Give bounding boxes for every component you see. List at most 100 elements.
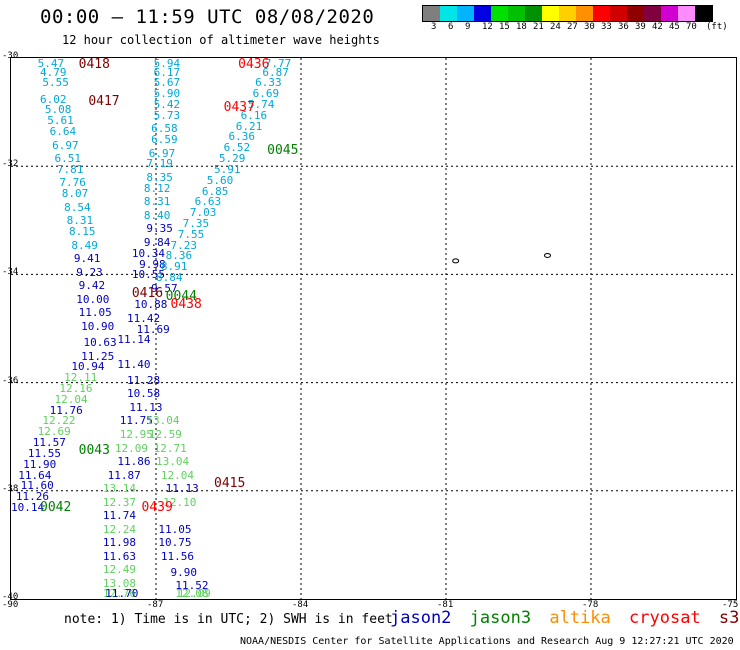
longitude-label: -84: [292, 600, 309, 610]
wave-height-value: 11.75: [119, 414, 153, 428]
wave-height-value: 11.76: [49, 403, 83, 417]
wave-height-value: 11.64: [18, 468, 52, 482]
color-scale-label: 36: [618, 22, 629, 32]
wave-height-value: 11.13: [129, 400, 163, 414]
wave-height-value: 11.87: [107, 468, 141, 482]
wave-height-value: 8.31: [66, 214, 94, 228]
color-swatch: [627, 6, 644, 21]
wave-height-value: 12.11: [64, 371, 98, 385]
wave-height-value: 5.47: [37, 57, 65, 70]
wave-height-value: 10.14: [11, 501, 45, 515]
latitude-label: -34: [2, 267, 19, 278]
wave-height-value: 6.85: [201, 184, 229, 198]
latitude-label: -36: [2, 375, 19, 386]
wave-height-value: 13.04: [156, 455, 190, 469]
wave-height-value: 5.67: [153, 76, 181, 90]
wave-height-value: 10.55: [131, 268, 165, 282]
wave-height-value: 8.54: [64, 200, 91, 214]
wave-height-value: 6.36: [228, 130, 256, 144]
wave-height-value: 5.61: [47, 114, 74, 128]
units-note: note: 1) Time is in UTC; 2) SWH is in fe…: [64, 612, 393, 627]
legend-altika: altika: [549, 608, 611, 628]
color-swatch: [423, 6, 440, 21]
wave-height-value: 5.74: [247, 97, 275, 111]
color-scale-label: 18: [516, 22, 527, 32]
wave-height-value: 12.37: [102, 495, 136, 509]
wave-height-value: 11.25: [81, 349, 115, 363]
wave-height-value: 6.63: [194, 195, 222, 209]
wave-height-value: 10.00: [76, 292, 110, 306]
wave-height-value: 9.98: [139, 257, 166, 271]
wave-height-value: 10.90: [81, 319, 115, 333]
longitude-label: -87: [147, 600, 164, 610]
wave-height-value: 8.12: [143, 181, 171, 195]
lat-lon-grid: [11, 58, 736, 599]
wave-height-value: 8.91: [160, 260, 188, 274]
wave-height-value: 12.24: [102, 522, 136, 536]
color-scale-labels: 3 6 9 12 15 18 21 24 27 30 33 36 39 42 45 70 (ft): [422, 22, 740, 34]
satellite-legend: jason2 jason3 altika cryosat s3a: [390, 608, 740, 628]
pass-time-label: 0415: [214, 475, 246, 491]
wave-height-value: 5.55: [42, 76, 69, 90]
color-swatch: [559, 6, 576, 21]
wave-height-value: 11.86: [117, 455, 151, 469]
wave-height-value: 8.31: [143, 195, 171, 209]
island-outline: [544, 252, 551, 258]
wave-height-value: 10.58: [127, 387, 161, 401]
pass-time-label: 0418: [78, 57, 110, 72]
wave-height-value: 12.09: [114, 441, 149, 455]
wave-height-value: 8.15: [69, 225, 96, 239]
pass-time-label: 0438: [170, 297, 202, 313]
longitude-label: -90: [2, 600, 19, 610]
wave-height-value: 6.64: [49, 125, 77, 139]
wave-height-value: 12.04: [54, 392, 88, 406]
wave-height-value: 5.73: [153, 108, 181, 122]
latitude-label: -32: [2, 159, 19, 170]
wave-height-value: 8.40: [143, 208, 171, 222]
pass-time-label: 0042: [40, 500, 72, 516]
wave-height-value: 8.49: [71, 238, 98, 252]
wave-height-value: 10.88: [134, 298, 168, 312]
wave-height-value: 9.84: [143, 235, 171, 249]
color-swatch: [644, 6, 661, 21]
wave-height-value: 11.74: [102, 509, 136, 523]
wave-height-value: 7.23: [170, 238, 198, 252]
wave-height-value: 11.57: [32, 436, 66, 450]
wave-height-value: 10.63: [83, 336, 117, 350]
map-subtitle: 12 hour collection of altimeter wave hei…: [62, 33, 380, 47]
wave-height-value: 6.87: [262, 65, 289, 79]
wave-height-value: 6.17: [153, 65, 181, 79]
wave-height-value: 9.90: [170, 565, 198, 579]
wave-height-value: 8.07: [61, 187, 89, 201]
wave-height-value: 12.04: [160, 468, 194, 482]
credit-line: NOAA/NESDIS Center for Satellite Applica…: [240, 636, 734, 647]
wave-height-value: 8.35: [146, 171, 173, 185]
wave-height-value: 5.91: [214, 162, 241, 176]
wave-height-value: 6.33: [255, 76, 282, 90]
wave-height-value: 5.29: [218, 152, 246, 166]
wave-height-value: 12.59: [148, 427, 182, 441]
pass-time-label: 0417: [88, 94, 120, 110]
pass-time-label: 0045: [267, 142, 299, 158]
wave-height-value: 9.23: [76, 265, 103, 279]
legend-s3a: s3a: [718, 608, 740, 628]
wave-height-value: 11.55: [27, 446, 62, 460]
map-title: 00:00 – 11:59 UTC 08/08/2020: [40, 6, 375, 28]
wave-height-value: 12.76: [102, 587, 136, 600]
wave-height-value: 6.69: [252, 87, 280, 101]
color-scale-label: 9: [465, 22, 471, 32]
wave-height-value: 11.63: [102, 549, 136, 563]
wave-height-value: 11.28: [127, 373, 161, 387]
pass-time-label: 0416: [131, 286, 164, 302]
wave-height-value: 6.21: [235, 119, 263, 133]
wave-height-value: 11.42: [127, 311, 161, 325]
latitude-label: -38: [2, 483, 19, 494]
wave-height-value: 7.55: [177, 227, 205, 241]
wave-height-value: 13.08: [102, 576, 136, 590]
wave-height-value: 9.57: [151, 281, 178, 295]
wave-height-value: 10.34: [131, 246, 165, 260]
wave-height-value: 11.05: [158, 522, 192, 536]
wave-height-value: 10.94: [71, 360, 105, 374]
wave-height-value: 6.59: [151, 133, 178, 147]
wave-height-value: 11.70: [105, 587, 139, 600]
